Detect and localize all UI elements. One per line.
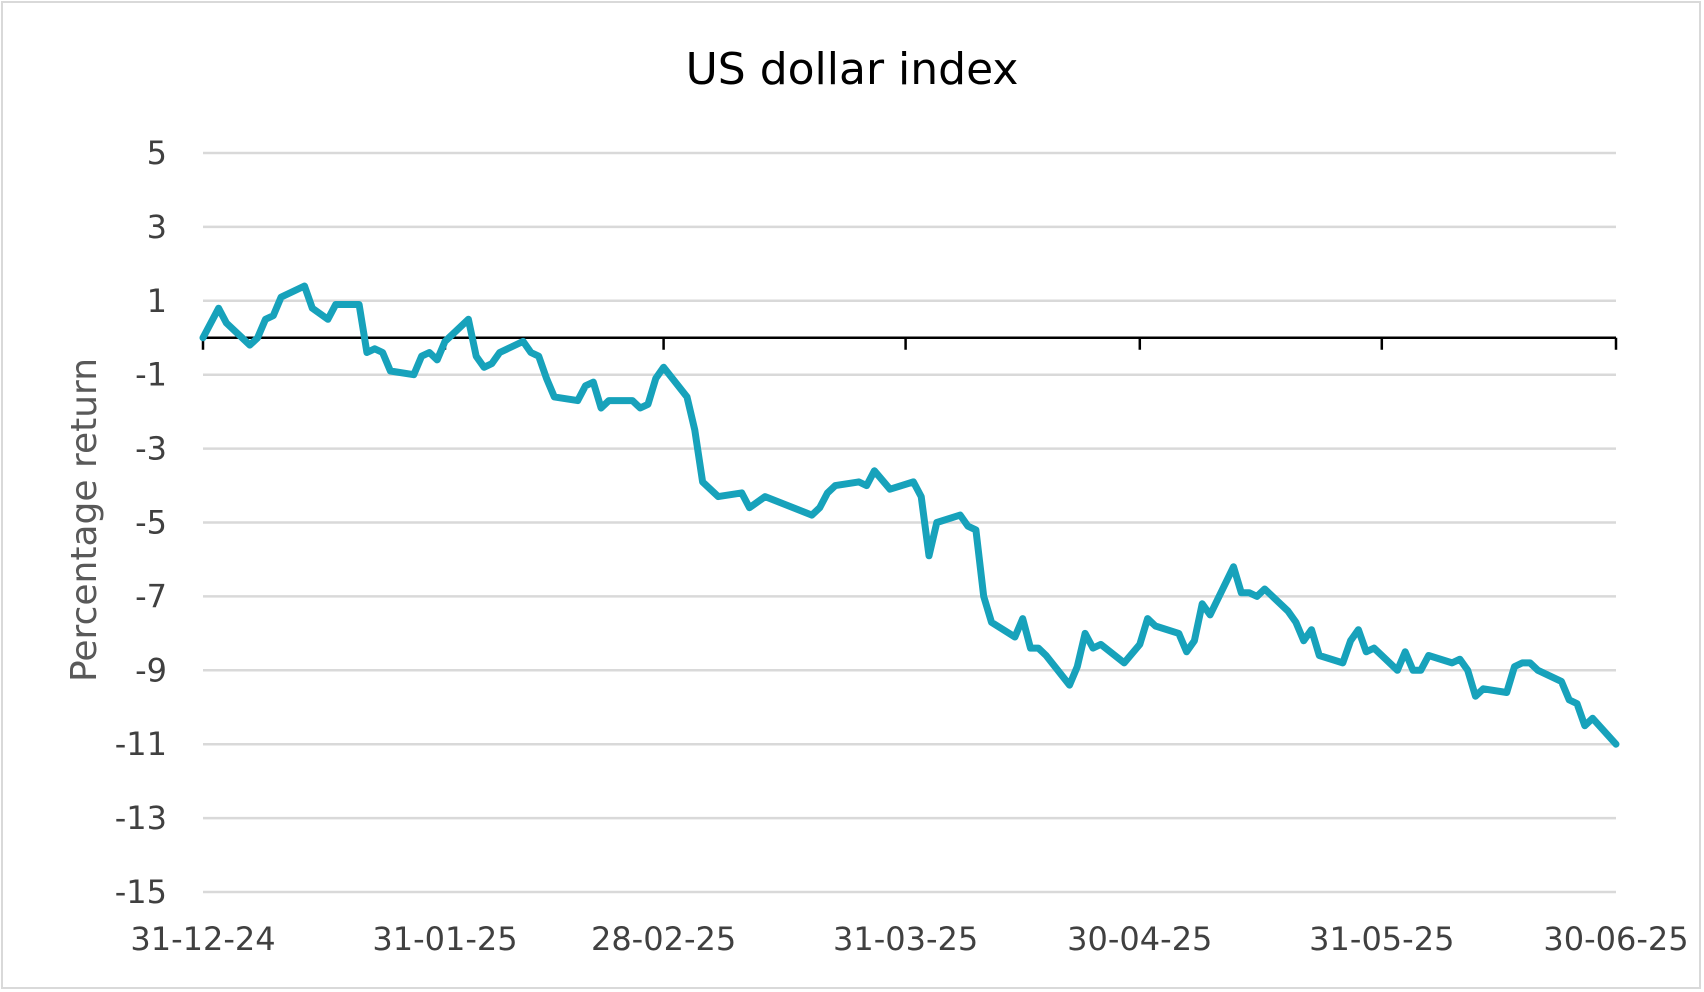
x-tick-label: 31-01-25 (372, 920, 517, 958)
x-tick-label: 30-06-25 (1543, 920, 1688, 958)
y-tick-label: -7 (135, 577, 167, 615)
x-tick-label: 30-04-25 (1067, 920, 1212, 958)
x-tick-label: 31-05-25 (1309, 920, 1454, 958)
y-tick-label: -9 (135, 651, 167, 689)
y-tick-labels: 5 3 1 -1 -3 -5 -7 -9 -11 -13 -15 (115, 134, 167, 911)
series-line (199, 282, 1620, 748)
x-tick-label: 31-03-25 (833, 920, 978, 958)
y-tick-label: -1 (135, 356, 167, 394)
y-tick-label: -13 (115, 799, 167, 837)
chart-title: US dollar index (686, 44, 1019, 95)
x-tick-label: 28-02-25 (591, 920, 736, 958)
x-tick-label: 31-12-24 (130, 920, 275, 958)
x-tick-labels: 31-12-24 31-01-25 28-02-25 31-03-25 30-04-25… (130, 920, 1688, 958)
y-tick-label: -5 (135, 504, 167, 542)
y-tick-label: -3 (135, 430, 167, 468)
y-tick-label: 3 (147, 208, 167, 246)
x-axis (201, 336, 1618, 350)
y-tick-label: -15 (115, 873, 167, 911)
y-tick-label: -11 (115, 725, 167, 763)
gridlines (203, 151, 1616, 894)
y-axis-label: Percentage return (64, 358, 105, 682)
y-tick-label: 1 (147, 282, 167, 320)
y-tick-label: 5 (147, 134, 167, 172)
series-group (199, 282, 1620, 748)
